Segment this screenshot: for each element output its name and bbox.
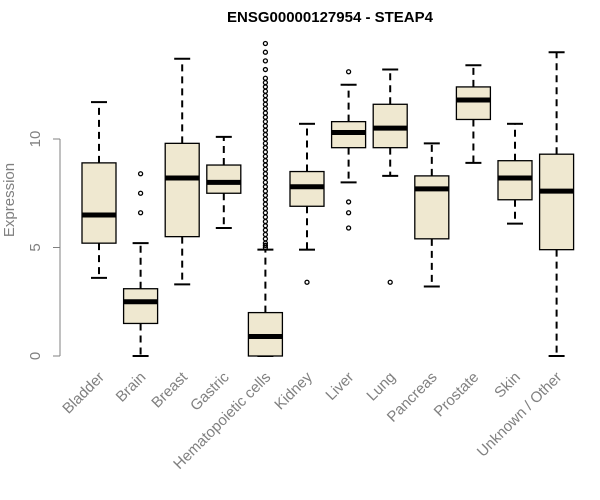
y-axis-ticks: 0 5 10	[27, 131, 60, 360]
y-tick-label-10: 10	[27, 131, 44, 148]
x-label-brain: Brain	[113, 369, 150, 406]
outlier-point	[262, 145, 269, 151]
box-gastric	[206, 135, 242, 229]
outlier-point	[137, 190, 144, 196]
chart-title: ENSG00000127954 - STEAP4	[227, 9, 434, 26]
x-label-breast: Breast	[148, 368, 191, 411]
outlier-point	[262, 166, 269, 173]
outlier-point	[262, 218, 269, 225]
x-label-lung: Lung	[363, 369, 399, 405]
outlier-point	[262, 153, 269, 160]
box-hematopoietic-cells	[247, 40, 284, 357]
outlier-point	[262, 236, 269, 242]
outlier-point	[137, 171, 144, 177]
box-liver	[330, 69, 367, 231]
outlier-point	[262, 101, 269, 107]
outlier-point	[262, 105, 269, 112]
outlier-point	[262, 210, 269, 216]
box-prostate	[455, 64, 492, 164]
outlier-point	[262, 88, 269, 94]
outlier-point	[262, 123, 269, 129]
outlier-point	[262, 231, 269, 238]
outlier-point	[262, 201, 269, 207]
outlier-point	[262, 227, 269, 233]
box-iqr	[538, 153, 575, 251]
outlier-point	[262, 242, 269, 248]
outlier-point	[262, 149, 269, 155]
box-breast	[164, 57, 200, 286]
x-label-skin: Skin	[491, 369, 524, 402]
box-unknown-other	[538, 51, 575, 357]
outlier-point	[345, 69, 352, 75]
outlier-point	[262, 179, 269, 186]
outlier-point	[387, 279, 393, 285]
outlier-point	[262, 75, 269, 81]
box-bladder	[81, 101, 117, 279]
outlier-point	[262, 140, 269, 146]
box-iqr	[81, 162, 117, 244]
box-lung	[372, 68, 408, 285]
outlier-point	[262, 92, 269, 99]
box-iqr	[206, 164, 242, 194]
outlier-point	[262, 205, 269, 212]
boxes-group	[81, 40, 575, 357]
outlier-point	[345, 210, 352, 216]
outlier-point	[262, 184, 269, 190]
outlier-point	[345, 199, 352, 205]
box-iqr	[414, 175, 450, 240]
outlier-point	[262, 197, 269, 203]
x-label-bladder: Bladder	[59, 369, 108, 418]
y-tick-label-0: 0	[27, 352, 44, 360]
x-label-kidney: Kidney	[271, 368, 316, 413]
outlier-point	[262, 49, 269, 55]
y-tick-label-5: 5	[27, 243, 44, 251]
outlier-point	[262, 162, 269, 168]
outlier-point	[262, 66, 269, 73]
outlier-point	[262, 214, 269, 220]
outlier-point	[262, 58, 269, 64]
outlier-point	[304, 279, 310, 285]
outlier-point	[262, 171, 269, 177]
outlier-point	[262, 84, 269, 90]
box-kidney	[289, 122, 325, 285]
outlier-point	[262, 118, 269, 125]
box-iqr	[122, 288, 159, 325]
outlier-point	[262, 188, 269, 194]
y-axis-label: Expression	[1, 163, 18, 237]
x-label-liver: Liver	[322, 369, 357, 404]
outlier-point	[262, 175, 269, 181]
outlier-point	[262, 132, 269, 138]
outlier-point	[262, 114, 269, 120]
box-iqr	[164, 142, 200, 238]
outlier-point	[262, 97, 269, 103]
outlier-point	[262, 158, 269, 164]
outlier-point	[262, 136, 269, 142]
box-brain	[122, 171, 159, 357]
outlier-point	[137, 210, 144, 216]
outlier-point	[262, 110, 269, 116]
outlier-point	[262, 79, 269, 86]
x-label-prostate: Prostate	[431, 369, 483, 421]
outlier-point	[262, 127, 269, 133]
outlier-point	[262, 192, 269, 199]
outlier-point	[262, 40, 269, 47]
box-skin	[497, 122, 533, 225]
outlier-point	[345, 225, 352, 231]
box-iqr	[455, 86, 492, 121]
outlier-point	[262, 223, 269, 229]
box-pancreas	[414, 142, 450, 288]
